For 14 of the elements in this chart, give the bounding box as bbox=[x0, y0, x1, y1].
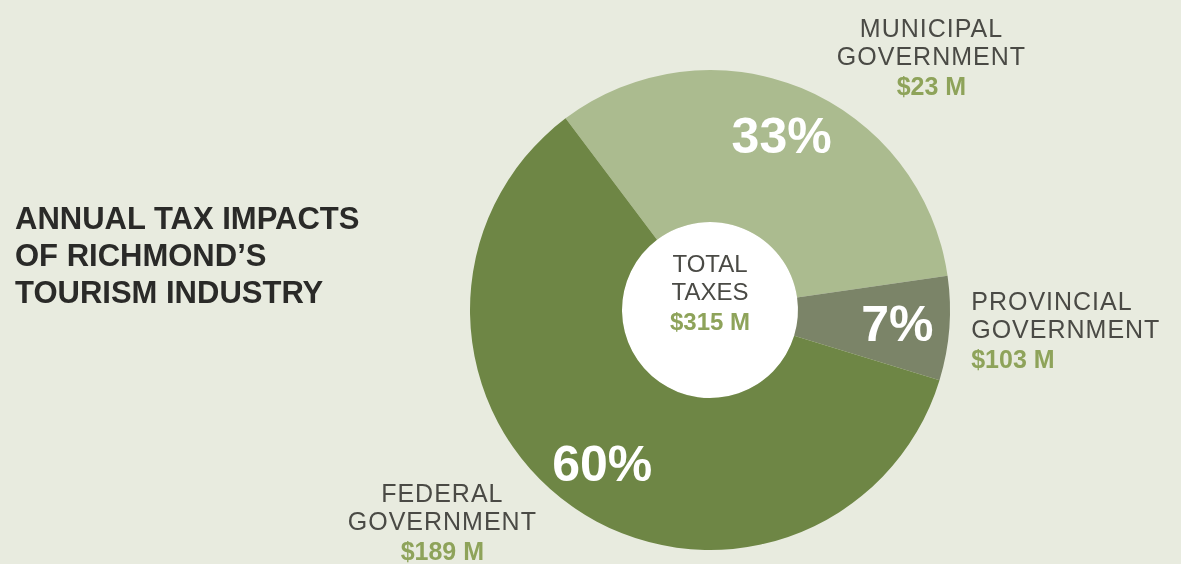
slice-label: PROVINCIAL GOVERNMENT bbox=[971, 287, 1161, 344]
slice-label: FEDERAL GOVERNMENT bbox=[347, 478, 537, 535]
text: $103 M bbox=[971, 345, 1055, 374]
data-label: 60% bbox=[552, 436, 653, 492]
text: $315 M bbox=[669, 308, 751, 335]
donut-slice bbox=[794, 275, 950, 381]
data-label: 33% bbox=[731, 108, 832, 165]
text: TOTAL TAXES bbox=[671, 250, 749, 305]
text: $189 M bbox=[400, 536, 485, 564]
slice-label: MUNICIPAL GOVERNMENT bbox=[836, 14, 1027, 71]
data-label: 7% bbox=[861, 296, 934, 353]
donut-slice bbox=[565, 70, 948, 298]
text: ANNUAL TAX IMPACTS OF RICHMOND’S TOURISM INDUSTRY bbox=[15, 200, 361, 311]
text: $23 M bbox=[896, 72, 967, 101]
